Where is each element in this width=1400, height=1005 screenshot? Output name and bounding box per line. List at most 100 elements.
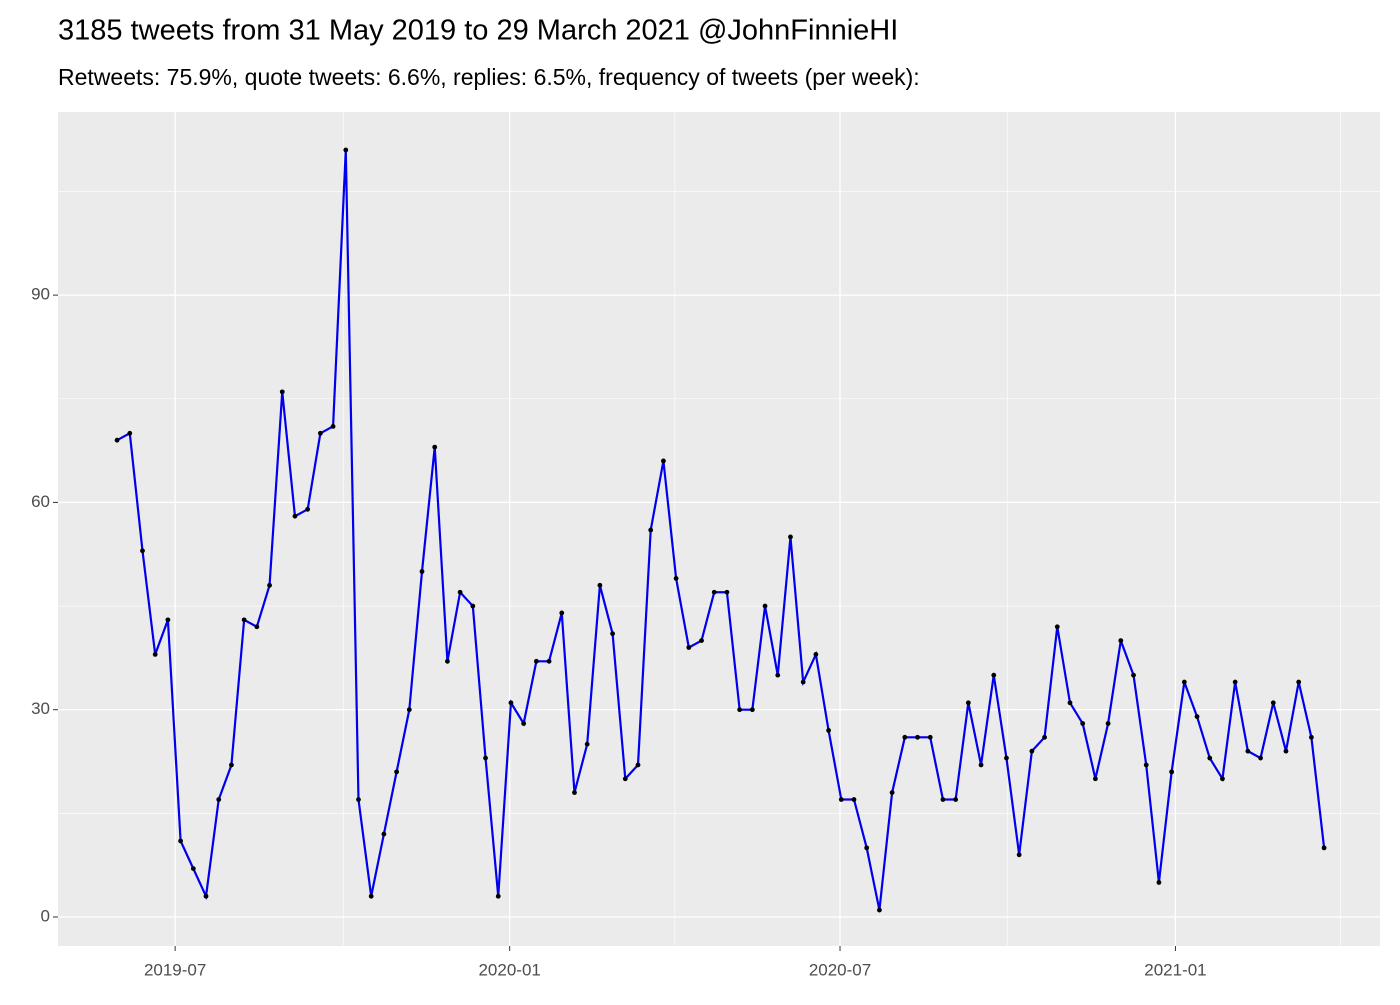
data-point — [241, 617, 247, 623]
data-point — [788, 534, 793, 540]
data-point — [203, 893, 209, 899]
data-point — [1080, 721, 1086, 726]
data-point — [1220, 776, 1225, 782]
data-point — [864, 845, 870, 851]
data-point — [648, 527, 654, 533]
data-point — [470, 603, 476, 609]
data-point — [1054, 624, 1060, 630]
data-point — [610, 631, 615, 637]
data-point — [330, 423, 336, 429]
data-point — [622, 776, 628, 782]
data-point — [305, 506, 311, 512]
data-point — [699, 638, 704, 643]
data-point — [368, 893, 374, 899]
data-point — [343, 147, 349, 153]
data-point — [584, 741, 590, 747]
data-point — [737, 707, 743, 713]
data-point — [749, 707, 755, 713]
y-tick-label: 0 — [41, 906, 50, 925]
data-point — [1194, 714, 1200, 719]
data-point — [546, 658, 552, 664]
data-point — [483, 755, 488, 761]
data-point — [559, 610, 565, 616]
data-point — [953, 797, 959, 802]
data-point — [1016, 852, 1022, 858]
x-tick-label: 2019-07 — [144, 960, 206, 979]
x-tick-label: 2021-01 — [1144, 960, 1206, 979]
data-point — [711, 589, 717, 595]
data-point — [813, 652, 819, 657]
data-point — [1042, 734, 1047, 740]
data-point — [889, 790, 895, 796]
data-point — [229, 762, 234, 768]
data-point — [826, 728, 831, 733]
data-point — [216, 797, 222, 802]
data-point — [838, 797, 844, 802]
data-point — [915, 734, 920, 740]
data-point — [1156, 880, 1162, 885]
data-point — [1207, 755, 1213, 761]
data-point — [1321, 845, 1327, 851]
data-point — [686, 645, 692, 650]
data-point — [902, 734, 908, 740]
data-point — [1245, 748, 1251, 754]
data-point — [927, 734, 933, 740]
data-point — [127, 430, 133, 436]
data-point — [495, 893, 501, 899]
data-point — [1105, 721, 1111, 726]
data-point — [1283, 748, 1289, 754]
data-point — [1258, 755, 1263, 761]
y-tick-label: 30 — [31, 699, 50, 718]
data-point — [965, 700, 971, 706]
chart-title: 3185 tweets from 31 May 2019 to 29 March… — [58, 15, 898, 47]
data-point — [991, 672, 997, 678]
data-point — [800, 679, 806, 685]
data-point — [1169, 769, 1175, 775]
data-point — [140, 548, 145, 554]
data-point — [661, 458, 666, 464]
plot-panel — [58, 112, 1380, 946]
data-point — [445, 658, 450, 664]
data-point — [254, 624, 260, 630]
data-point — [1067, 700, 1073, 706]
data-point — [432, 444, 438, 450]
data-point — [978, 762, 984, 768]
data-point — [356, 797, 361, 802]
data-point — [1029, 748, 1035, 754]
data-point — [1296, 679, 1302, 685]
data-point — [267, 582, 272, 588]
data-point — [940, 797, 946, 802]
data-point — [165, 617, 171, 623]
data-point — [724, 589, 730, 595]
data-point — [851, 797, 857, 802]
data-point — [1308, 734, 1314, 740]
x-tick-label: 2020-01 — [478, 960, 540, 979]
data-point — [152, 652, 158, 657]
data-point — [419, 569, 425, 574]
data-line — [116, 149, 1326, 911]
data-point — [114, 437, 120, 443]
data-point — [1232, 679, 1238, 685]
data-point — [775, 672, 781, 678]
data-point — [533, 658, 539, 664]
data-point — [394, 769, 399, 775]
data-point — [1131, 672, 1136, 678]
data-point — [508, 700, 514, 706]
data-point — [1143, 762, 1149, 768]
y-tick-label: 90 — [31, 285, 50, 304]
data-point — [597, 582, 603, 588]
data-point — [877, 907, 882, 913]
data-point — [406, 707, 412, 713]
data-point — [457, 589, 463, 595]
data-point — [178, 838, 184, 844]
data-point — [381, 831, 387, 837]
data-point — [1181, 679, 1187, 685]
data-point — [673, 576, 679, 581]
x-tick-label: 2020-07 — [809, 960, 871, 979]
data-point — [762, 603, 768, 609]
data-point — [521, 721, 527, 726]
data-point — [1092, 776, 1098, 782]
data-point — [292, 513, 298, 519]
data-point — [317, 430, 323, 436]
